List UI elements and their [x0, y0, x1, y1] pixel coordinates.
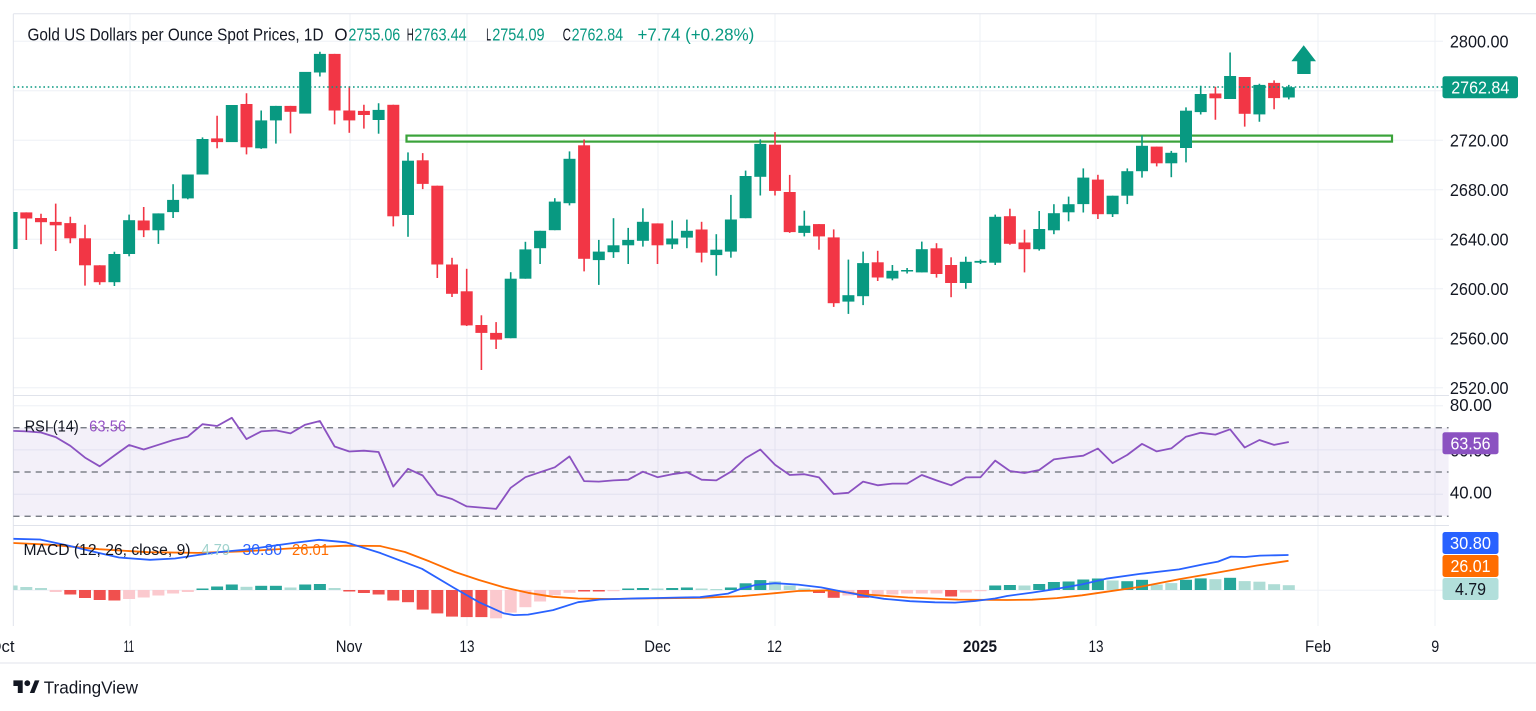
svg-text:4.79: 4.79: [202, 542, 230, 559]
svg-text:4.79: 4.79: [1455, 579, 1486, 599]
svg-text:RSI (14): RSI (14): [25, 418, 79, 435]
svg-text:30.80: 30.80: [243, 542, 283, 559]
svg-text:2640.00: 2640.00: [1450, 230, 1509, 250]
svg-text:9: 9: [1431, 637, 1439, 656]
svg-text:2680.00: 2680.00: [1450, 180, 1509, 200]
svg-text:Gold US Dollars per Ounce Spot: Gold US Dollars per Ounce Spot Prices, 1…: [28, 24, 324, 44]
svg-text:13: 13: [1089, 637, 1104, 656]
svg-text:12: 12: [767, 637, 782, 656]
svg-text:2025: 2025: [963, 637, 997, 656]
svg-text:C: C: [563, 24, 571, 44]
svg-text:2762.84: 2762.84: [1451, 77, 1509, 97]
svg-text:2763.44: 2763.44: [414, 24, 467, 44]
svg-text:2720.00: 2720.00: [1450, 131, 1509, 151]
svg-text:2800.00: 2800.00: [1450, 32, 1509, 52]
svg-text:63.56: 63.56: [1451, 433, 1491, 453]
svg-text:26.01: 26.01: [1451, 556, 1491, 576]
svg-text:Oct: Oct: [0, 637, 15, 656]
svg-text:O: O: [334, 24, 347, 44]
svg-text:2520.00: 2520.00: [1450, 378, 1509, 398]
svg-text:40.00: 40.00: [1450, 483, 1492, 503]
svg-text:H: H: [407, 24, 414, 44]
svg-text:26.01: 26.01: [292, 542, 329, 559]
svg-text:2762.84: 2762.84: [572, 24, 624, 44]
svg-text:2755.06: 2755.06: [348, 24, 400, 44]
svg-text:11: 11: [124, 637, 135, 656]
svg-text:MACD (12, 26, close, 9): MACD (12, 26, close, 9): [24, 542, 191, 559]
svg-text:2754.09: 2754.09: [492, 24, 544, 44]
svg-text:+7.74 (+0.28%): +7.74 (+0.28%): [638, 24, 755, 44]
svg-text:TradingView: TradingView: [44, 678, 139, 698]
svg-text:Feb: Feb: [1305, 637, 1331, 656]
svg-text:30.80: 30.80: [1450, 533, 1491, 553]
svg-text:2600.00: 2600.00: [1450, 279, 1509, 299]
svg-text:13: 13: [460, 637, 475, 656]
svg-text:63.56: 63.56: [89, 418, 126, 435]
svg-text:80.00: 80.00: [1450, 395, 1492, 415]
svg-text:2560.00: 2560.00: [1450, 329, 1509, 349]
svg-text:L: L: [486, 24, 491, 44]
svg-text:Dec: Dec: [644, 637, 670, 656]
svg-text:Nov: Nov: [336, 637, 363, 656]
